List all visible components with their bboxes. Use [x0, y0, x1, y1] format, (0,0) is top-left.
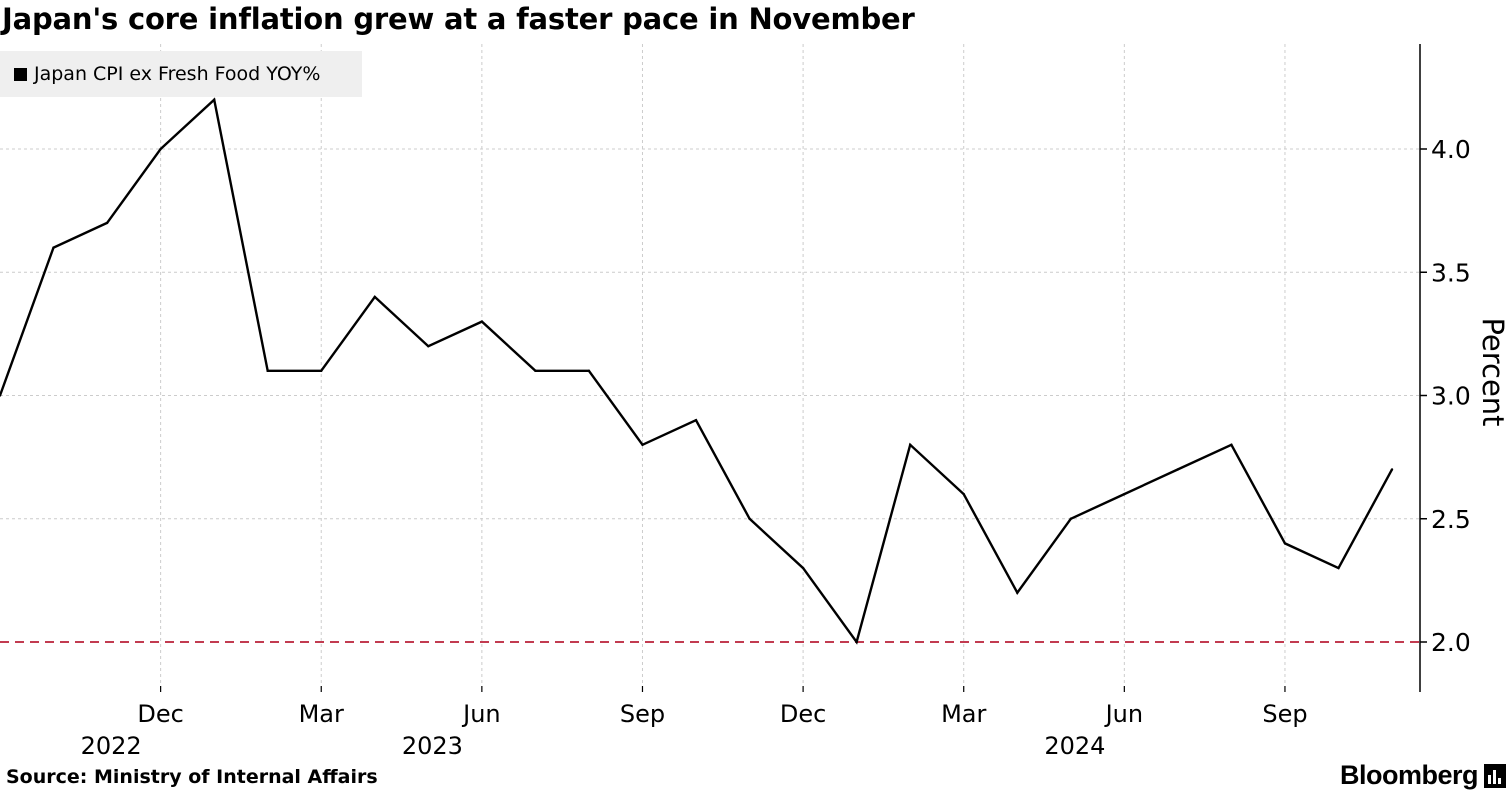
bloomberg-logo: Bloomberg — [1340, 760, 1506, 791]
data-point — [427, 345, 430, 348]
x-year-label: 2022 — [81, 732, 142, 760]
y-tick-label: 3.5 — [1431, 258, 1471, 287]
data-point — [320, 369, 323, 373]
data-point — [801, 566, 805, 570]
legend: Japan CPI ex Fresh Food YOY% — [0, 51, 362, 97]
y-tick-label: 2.5 — [1431, 505, 1471, 534]
x-tick-label: Dec — [137, 700, 183, 728]
grid-lines — [0, 44, 1420, 692]
data-point — [641, 443, 644, 446]
x-tick-label: Sep — [620, 700, 665, 728]
chart-title: Japan's core inflation grew at a faster … — [2, 2, 915, 36]
brand-name: Bloomberg — [1339, 760, 1479, 790]
data-point — [0, 394, 2, 397]
source-note: Source: Ministry of Internal Affairs — [6, 766, 378, 788]
data-point — [1230, 443, 1233, 446]
data-point — [534, 369, 537, 373]
y-axis: 2.0 2.5 3.0 3.5 4.0 — [1419, 44, 1471, 692]
data-point — [855, 640, 858, 644]
y-tick-label: 4.0 — [1431, 135, 1471, 164]
data-point — [1337, 566, 1340, 570]
x-year-label: 2024 — [1044, 732, 1105, 760]
data-point — [962, 492, 965, 496]
data-point — [1176, 468, 1180, 471]
y-tick-label: 2.0 — [1431, 628, 1471, 657]
data-point — [1123, 492, 1126, 496]
data-point — [52, 246, 55, 249]
legend-swatch — [14, 67, 27, 81]
data-point — [159, 147, 162, 151]
x-tick-label: Mar — [299, 700, 344, 728]
series-line-core-cpi — [0, 97, 1394, 645]
data-point — [266, 369, 269, 373]
data-point — [373, 295, 376, 299]
y-tick-label: 3.0 — [1431, 382, 1471, 411]
y-axis-label: Percent — [1476, 317, 1510, 426]
data-point — [587, 369, 591, 373]
data-point — [1069, 517, 1073, 520]
data-point — [908, 443, 912, 446]
bloomberg-chart-icon — [1484, 763, 1506, 788]
data-point — [105, 221, 109, 225]
series-layer — [0, 97, 1394, 645]
legend-label: Japan CPI ex Fresh Food YOY% — [34, 63, 321, 85]
x-tick-label: Jun — [1104, 700, 1144, 728]
x-tick-label: Dec — [780, 700, 826, 728]
data-point — [212, 98, 216, 101]
data-point — [694, 418, 698, 422]
data-point — [480, 320, 484, 323]
x-axis: Dec 2022 Mar Jun 2023 Sep Dec Mar Jun 2024 Sep — [81, 686, 1308, 760]
x-tick-label: Jun — [461, 700, 501, 728]
data-point — [748, 517, 751, 520]
data-point — [1283, 542, 1287, 545]
x-tick-label: Mar — [941, 700, 986, 728]
x-year-label: 2023 — [402, 732, 463, 760]
data-point — [1016, 591, 1019, 594]
data-point — [1390, 468, 1394, 471]
x-tick-label: Sep — [1262, 700, 1307, 728]
